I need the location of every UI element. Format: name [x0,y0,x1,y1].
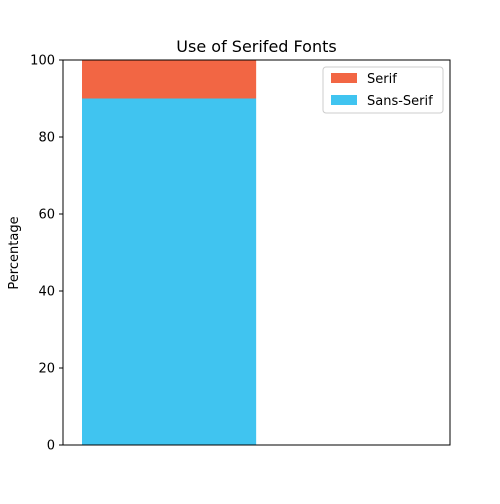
legend-label-sans-serif: Sans-Serif [367,94,433,109]
bar-serif [82,60,257,99]
bar-sans-serif [82,98,257,445]
legend-swatch-serif [331,73,357,83]
y-tick-label: 20 [38,362,55,377]
y-tick-label: 0 [47,439,55,454]
y-tick-label: 80 [38,131,55,146]
y-tick-label: 100 [30,54,55,69]
y-tick-label: 40 [38,285,55,300]
y-axis-label: Percentage [7,216,22,289]
legend-label-serif: Serif [367,72,397,87]
bars [82,60,257,445]
chart-title: Use of Serifed Fonts [176,37,336,56]
legend: Serif Sans-Serif [322,66,444,114]
y-tick-label: 60 [38,208,55,223]
y-axis-ticks: 0 20 40 60 80 100 [30,54,63,454]
legend-swatch-sans-serif [331,95,357,105]
plot-frame [62,59,451,446]
